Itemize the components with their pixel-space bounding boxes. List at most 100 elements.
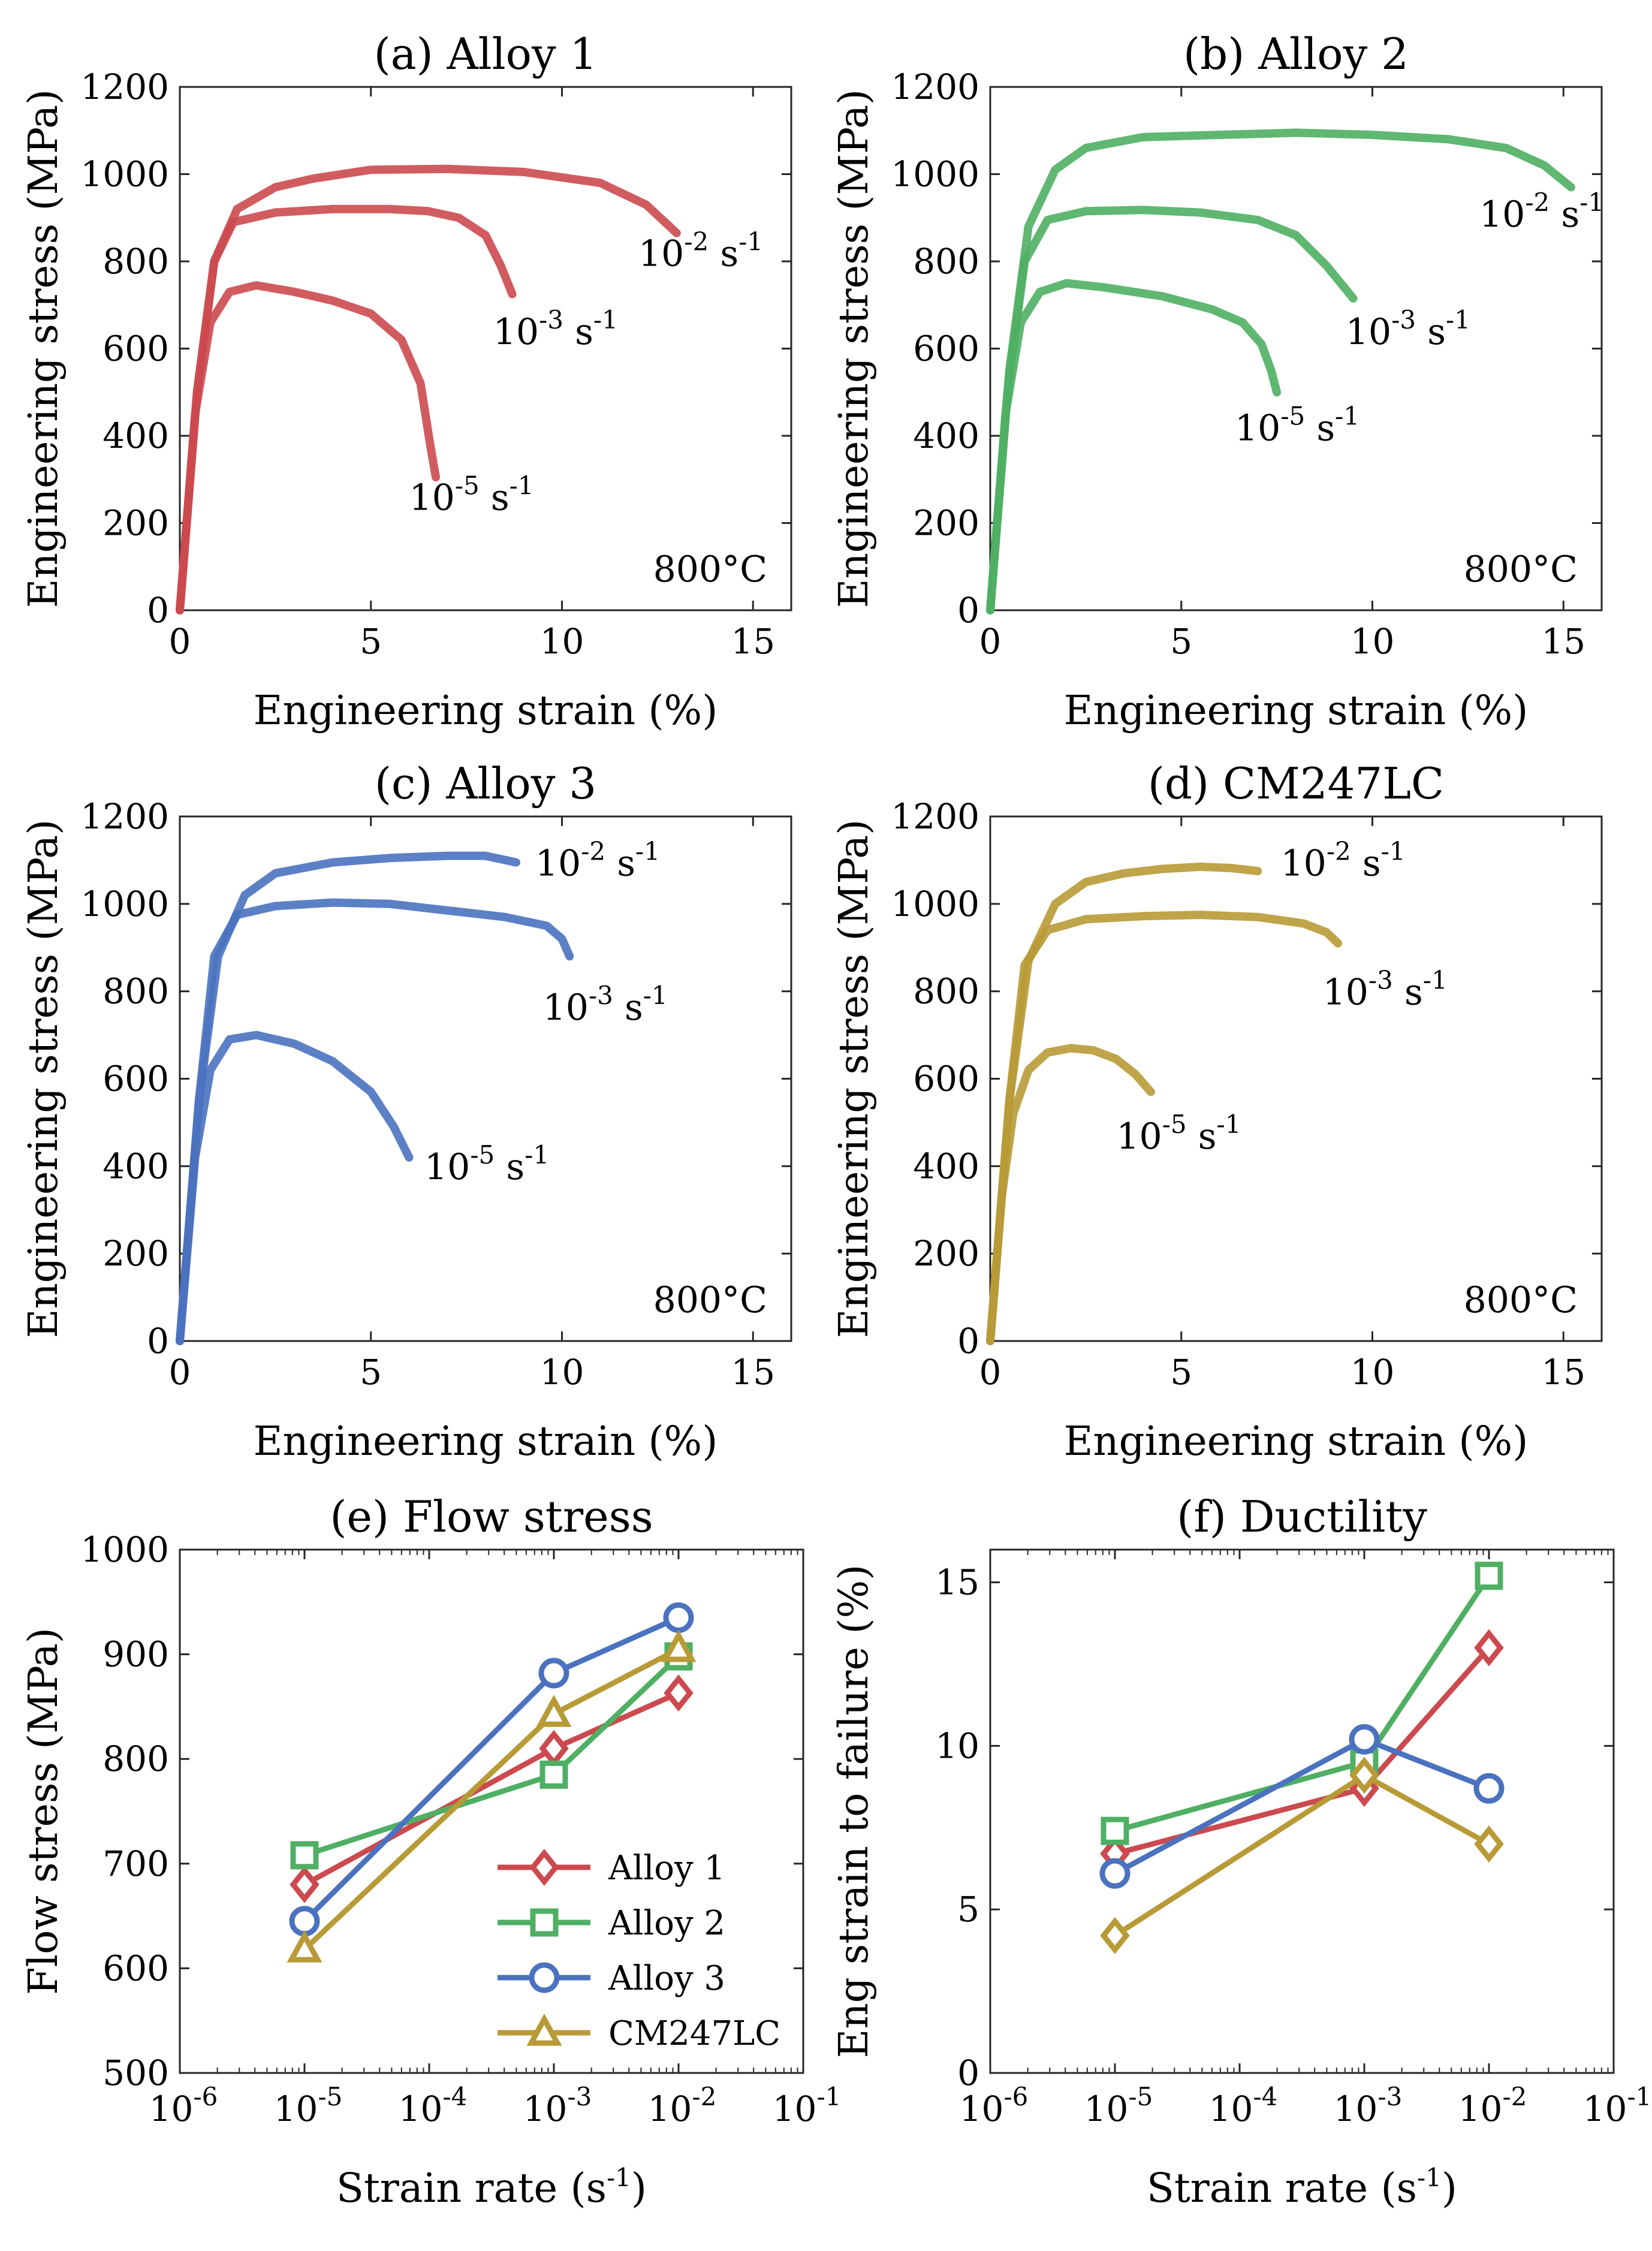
y-tick-label: 1000 xyxy=(891,884,979,924)
y-tick-label-part: 600 xyxy=(103,1948,169,1988)
chart-title-part: (e) Flow stress xyxy=(330,1491,653,1542)
y-tick-label: 1000 xyxy=(80,154,169,195)
chart-title: (d) CM247LC xyxy=(1148,758,1444,809)
x-axis-label-part: Engineering strain (%) xyxy=(254,687,718,734)
x-tick-label-part: -3 xyxy=(1377,2082,1402,2111)
x-tick-label: 15 xyxy=(1541,621,1585,662)
x-axis-label: Strain rate (s-1) xyxy=(336,2163,647,2211)
series-line-1 xyxy=(303,1654,681,1858)
legend-label-part: Alloy 3 xyxy=(608,1959,725,1998)
curve-rate-label-part: -1 xyxy=(1335,401,1359,430)
curve-rate-label-part: s xyxy=(1393,972,1423,1014)
y-tick-label-part: 1000 xyxy=(80,884,169,924)
series-marker-triangle xyxy=(661,1629,697,1662)
y-tick-label: 600 xyxy=(103,329,169,369)
legend-entry: Alloy 1 xyxy=(498,1849,725,1888)
chart-title: (b) Alloy 2 xyxy=(1183,29,1409,79)
y-axis-label-part: Engineering stress (MPa) xyxy=(20,819,67,1339)
curve-rate-label-part: s xyxy=(1549,194,1579,236)
curve-rate-label-part: s xyxy=(709,233,738,275)
series-marker-diamond xyxy=(1349,1756,1379,1794)
legend-label-part: Alloy 2 xyxy=(608,1904,725,1943)
x-axis-label-part: Strain rate (s xyxy=(336,2165,607,2211)
temperature-label: 800°C xyxy=(1464,1279,1578,1321)
curve-rate-label-part: 10 xyxy=(493,311,539,353)
y-tick-label-part: 600 xyxy=(913,329,979,369)
y-tick-label: 600 xyxy=(913,329,979,369)
curve-rate-label-part: 10 xyxy=(1479,194,1525,236)
curve-rate-label-part: -3 xyxy=(589,981,613,1010)
x-tick-label: 0 xyxy=(169,1352,191,1393)
temperature-label: 800°C xyxy=(653,1279,767,1321)
x-tick-label: 0 xyxy=(169,621,191,662)
curve-rate-label-part: -1 xyxy=(643,981,668,1010)
x-axis-label-part: -1 xyxy=(1417,2163,1442,2192)
curve-rate-label-part: -3 xyxy=(1391,305,1416,335)
x-tick-label-part: 10 xyxy=(540,1352,584,1393)
plot-frame xyxy=(989,86,1603,611)
series-marker-circle xyxy=(1099,1858,1131,1889)
y-tick-label: 15 xyxy=(935,1562,979,1603)
plot-frame xyxy=(179,1548,804,2074)
series-marker-diamond xyxy=(1474,1825,1504,1863)
curve-rate-label: 10-5 s-1 xyxy=(409,471,534,519)
x-tick-label-part: 10 xyxy=(399,2089,443,2129)
chart-panel-c: 0 200 400 600 800 1000 1200 0 5 10 15 (c) Alloy 3 En… xyxy=(20,758,792,1464)
y-tick-label: 900 xyxy=(103,1634,169,1675)
y-tick-label: 200 xyxy=(913,1233,979,1274)
x-axis-label-part: ) xyxy=(631,2165,647,2211)
curve-rate-label-part: -3 xyxy=(539,305,563,335)
series-marker-circle xyxy=(663,1602,694,1633)
y-axis-label-part: Eng strain to failure (%) xyxy=(830,1565,877,2059)
curve-rate-label-part: s xyxy=(605,842,635,884)
series-marker-circle xyxy=(1349,1723,1380,1755)
curve-m2 xyxy=(176,164,681,614)
chart-title-part: (a) Alloy 1 xyxy=(374,29,598,79)
x-tick-label-part: 10 xyxy=(1350,1352,1395,1393)
series-marker-square xyxy=(290,1841,319,1870)
x-tick-label-part: 10 xyxy=(1583,2089,1627,2129)
curve-rate-label-part: 10 xyxy=(424,1146,470,1188)
y-tick-label-part: 1000 xyxy=(891,154,979,195)
chart-title-part: (b) Alloy 2 xyxy=(1183,29,1409,79)
curve-rate-label-part: 10 xyxy=(409,477,455,519)
x-tick-label: 5 xyxy=(1170,621,1192,662)
y-tick-label-part: 1200 xyxy=(891,796,979,837)
curve-rate-label-part: 10 xyxy=(1235,407,1280,449)
y-tick-label-part: 1000 xyxy=(80,1529,169,1570)
curve-rate-label: 10-5 s-1 xyxy=(1235,401,1359,449)
y-tick-label: 10 xyxy=(935,1725,979,1766)
curve-rate-label-part: -1 xyxy=(1381,836,1406,866)
series-line-0 xyxy=(1114,1646,1491,1857)
y-axis-label: Engineering stress (MPa) xyxy=(830,89,877,608)
x-tick-label-part: 15 xyxy=(731,1352,775,1393)
curve-m3 xyxy=(176,204,517,614)
curve-rate-label: 10-2 s-1 xyxy=(1281,836,1406,884)
x-tick-label-part: -4 xyxy=(442,2082,467,2111)
series-marker-triangle xyxy=(287,1930,322,1963)
legend-entry: Alloy 3 xyxy=(498,1959,725,1998)
x-tick-label-part: -1 xyxy=(1627,2082,1651,2111)
y-tick-label: 0 xyxy=(147,590,169,631)
curve-m5 xyxy=(986,1044,1155,1345)
x-axis-label-part: ) xyxy=(1442,2165,1457,2211)
y-tick-label-part: 0 xyxy=(147,590,169,631)
y-tick-label-part: 400 xyxy=(913,415,979,456)
curve-rate-label-part: -1 xyxy=(1423,966,1448,995)
y-tick-label-part: 1200 xyxy=(80,67,169,107)
x-tick-label: 10-2 xyxy=(1458,2082,1527,2129)
y-tick-label-part: 1200 xyxy=(891,67,979,107)
x-tick-label-part: 5 xyxy=(360,1352,382,1393)
plot-frame xyxy=(989,815,1603,1342)
x-tick-label: 0 xyxy=(979,621,1002,662)
chart-title: (c) Alloy 3 xyxy=(375,758,596,809)
chart-title: (f) Ductility xyxy=(1177,1491,1427,1542)
curve-rate-label-part: -2 xyxy=(1525,188,1549,217)
y-tick-label-part: 0 xyxy=(957,1321,979,1361)
y-tick-label-part: 5 xyxy=(957,1889,979,1930)
curve-rate-label-part: 10 xyxy=(535,842,581,884)
series-line-3 xyxy=(1113,1773,1491,1938)
legend-marker-diamond xyxy=(529,1849,559,1886)
x-tick-label-part: 5 xyxy=(1170,621,1192,662)
